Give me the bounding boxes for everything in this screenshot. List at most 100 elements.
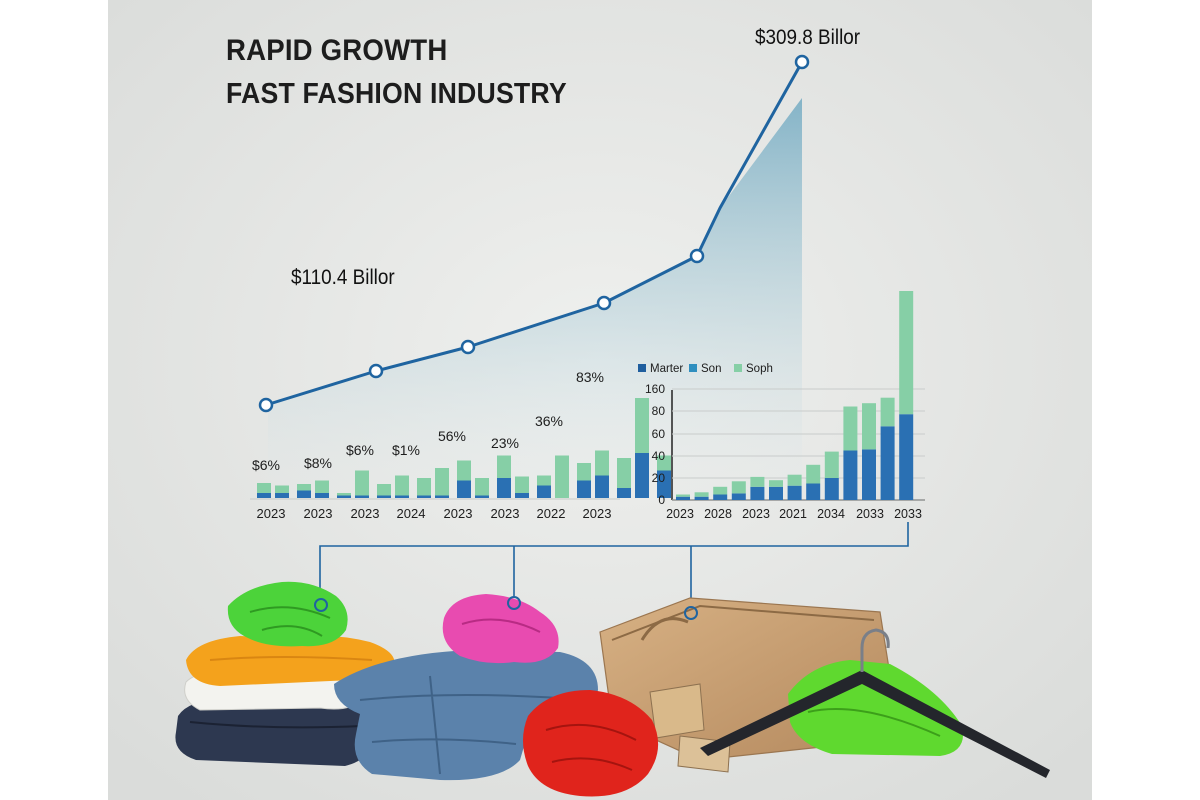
right-bar-11-green <box>880 397 895 427</box>
left-data-label-3: $1% <box>392 442 420 458</box>
legend-swatch-2 <box>734 364 742 372</box>
blue-jeans <box>334 650 598 781</box>
right-bar-1-blue <box>694 496 709 500</box>
left-bar-9-blue <box>435 495 449 498</box>
right-ytick-5: 0 <box>658 493 665 507</box>
line-marker-6 <box>794 54 810 70</box>
right-bar-7-green <box>806 464 821 484</box>
green-cloth <box>788 660 964 756</box>
left-bar-12-blue <box>497 478 511 498</box>
chart-subtitle: FAST FASHION INDUSTRY <box>226 78 567 110</box>
left-bar-5-blue <box>355 495 369 498</box>
left-bar-16-green <box>577 463 591 481</box>
left-bar-8-green <box>417 478 431 496</box>
scarf-marker <box>314 598 328 612</box>
right-chart-legend: Marter Son Soph <box>638 363 773 375</box>
left-bar-labels: 2023 2023 2023 2024 2023 2023 2022 2023 $6% $8% $6… <box>252 369 611 521</box>
left-bar-4-blue <box>337 495 351 498</box>
red-cloth-fold <box>545 723 637 771</box>
left-bar-7-green <box>395 475 409 496</box>
left-bar-17-blue <box>595 475 609 498</box>
green-scarf <box>227 581 348 647</box>
left-bar-3-green <box>315 480 329 493</box>
line-marker-4 <box>596 295 612 311</box>
left-bar-15-green <box>555 455 569 498</box>
line-marker-3 <box>460 339 476 355</box>
left-data-label-4: 56% <box>438 428 466 444</box>
left-tick-label-1: 2023 <box>304 506 333 521</box>
right-bar-3-green <box>731 481 746 494</box>
line-marker-1 <box>258 397 274 413</box>
green-scarf-fold <box>249 606 331 637</box>
left-bar-10-blue <box>457 480 471 498</box>
left-bar-3-blue <box>315 493 329 498</box>
right-bar-4-green <box>750 476 765 487</box>
left-bar-13-green <box>515 476 529 493</box>
right-tick-label-3: 2021 <box>779 507 807 521</box>
black-hanger <box>700 670 1050 778</box>
right-chart-bars <box>676 291 914 500</box>
right-tick-label-6: 2033 <box>894 507 922 521</box>
right-bar-0-blue <box>676 496 690 500</box>
legend-label-1: Son <box>701 363 721 375</box>
right-bar-6-green <box>787 474 802 486</box>
connector-lines <box>319 522 909 608</box>
left-bar-2-green <box>297 484 311 491</box>
right-bar-2-blue <box>713 494 728 500</box>
left-bar-5-green <box>355 470 369 496</box>
left-bar-14-green <box>537 475 551 486</box>
end-value-label: $309.8 Billor <box>755 26 861 49</box>
left-bar-chart <box>250 398 671 500</box>
red-cloth <box>523 690 659 797</box>
orange-shirt-fold <box>209 656 373 661</box>
left-bar-7-blue <box>395 495 409 498</box>
left-bar-20-blue <box>657 470 671 498</box>
left-bar-8-blue <box>417 495 431 498</box>
left-bar-11-green <box>475 478 489 496</box>
right-bar-2-green <box>713 486 728 495</box>
pink-scarf-fold <box>461 618 541 633</box>
line-marker-5 <box>689 248 705 264</box>
right-tick-label-1: 2028 <box>704 507 732 521</box>
dark-jeans <box>175 699 375 766</box>
left-bar-9-green <box>435 468 449 496</box>
hanger-hook <box>860 628 890 672</box>
right-tick-label-2: 2023 <box>742 507 770 521</box>
right-bar-1-green <box>694 492 709 497</box>
left-data-label-5: 23% <box>491 435 519 451</box>
line-marker-2 <box>368 363 384 379</box>
pink-scarf <box>442 594 559 664</box>
paper-bag-handle <box>640 617 689 641</box>
left-bar-0-green <box>257 483 271 493</box>
left-bar-18-blue <box>617 488 631 498</box>
right-bar-4-blue <box>750 486 765 500</box>
legend-swatch-1 <box>689 364 697 372</box>
right-bar-8-blue <box>824 478 839 500</box>
right-ytick-3: 40 <box>652 449 666 463</box>
left-bar-10-green <box>457 460 471 481</box>
left-bar-18-green <box>617 458 631 488</box>
right-bar-10-blue <box>862 449 876 500</box>
orange-shirt <box>186 635 395 686</box>
right-bar-12-green <box>899 291 914 415</box>
left-bar-11-blue <box>475 495 489 498</box>
legend-swatch-0 <box>638 364 646 372</box>
right-bar-11-blue <box>880 426 895 500</box>
left-tick-label-3: 2024 <box>397 506 426 521</box>
paper-bag-opening <box>611 604 875 641</box>
left-bar-1-green <box>275 485 289 493</box>
right-ytick-1: 80 <box>652 404 666 418</box>
left-data-label-7: 83% <box>576 369 604 385</box>
left-tick-label-5: 2023 <box>491 506 520 521</box>
left-data-label-0: $6% <box>252 457 280 473</box>
right-bar-8-green <box>824 451 839 478</box>
pink-marker <box>507 596 521 610</box>
right-bar-7-blue <box>806 483 821 500</box>
left-data-label-2: $6% <box>346 442 374 458</box>
right-bar-6-blue <box>787 485 802 500</box>
left-bar-19-green <box>635 398 649 453</box>
left-tick-label-2: 2023 <box>351 506 380 521</box>
